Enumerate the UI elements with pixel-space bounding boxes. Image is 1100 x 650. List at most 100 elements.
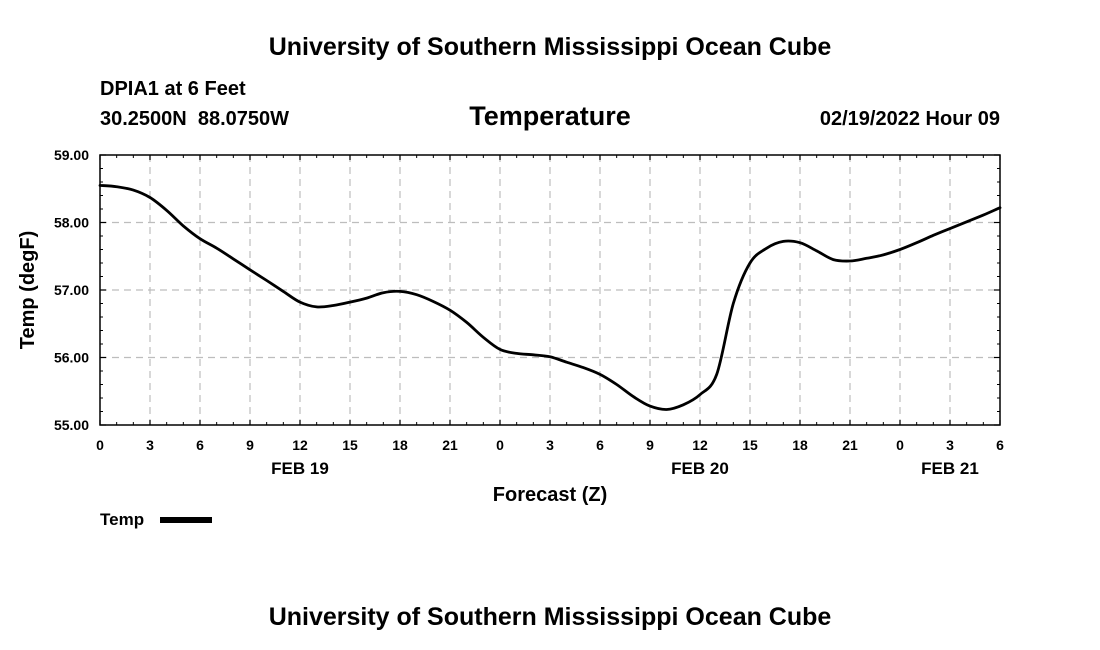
- data-point: [650, 406, 651, 407]
- x-tick-label: 3: [146, 437, 154, 453]
- x-tick-label: 9: [246, 437, 254, 453]
- data-point: [700, 394, 701, 395]
- x-tick-label: 6: [196, 437, 204, 453]
- data-point: [416, 294, 417, 295]
- data-point: [283, 291, 284, 292]
- data-point: [966, 221, 967, 222]
- date-label: FEB 20: [671, 459, 729, 478]
- x-tick-label: 9: [646, 437, 654, 453]
- data-point: [783, 241, 784, 242]
- x-tick-label: 15: [742, 437, 758, 453]
- data-point: [933, 235, 934, 236]
- x-tick-label: 6: [996, 437, 1004, 453]
- y-tick-label: 58.00: [54, 215, 89, 231]
- data-point: [183, 226, 184, 227]
- date-label: FEB 21: [921, 459, 979, 478]
- data-point: [100, 185, 101, 186]
- data-point: [800, 242, 801, 243]
- x-tick-label: 0: [96, 437, 104, 453]
- data-point: [766, 248, 767, 249]
- data-point: [116, 186, 117, 187]
- data-point: [150, 197, 151, 198]
- data-point: [166, 210, 167, 211]
- x-tick-label: 0: [896, 437, 904, 453]
- date-label: FEB 19: [271, 459, 329, 478]
- x-tick-label: 3: [946, 437, 954, 453]
- grid: [100, 155, 1000, 425]
- x-tick-labels: 0 3 6 9 12 15 18 21 0 3 6 9 12 15 18 21 0 3 6: [96, 437, 1004, 453]
- data-point: [383, 292, 384, 293]
- data-point: [816, 251, 817, 252]
- data-point: [566, 362, 567, 363]
- station-name: DPIA1 at 6 Feet: [100, 78, 246, 100]
- data-point: [916, 242, 917, 243]
- data-point: [200, 238, 201, 239]
- date-labels: FEB 19 FEB 20 FEB 21: [271, 459, 979, 478]
- data-point: [300, 302, 301, 303]
- data-point: [1000, 207, 1001, 208]
- x-tick-label: 12: [692, 437, 708, 453]
- data-point: [633, 396, 634, 397]
- x-tick-label: 0: [496, 437, 504, 453]
- y-axis-label: Temp (degF): [17, 231, 39, 350]
- chart-title: Temperature: [469, 101, 631, 131]
- data-point: [850, 261, 851, 262]
- data-point: [350, 302, 351, 303]
- data-point: [983, 215, 984, 216]
- y-tick-label: 57.00: [54, 282, 89, 298]
- data-point: [366, 298, 367, 299]
- data-point: [516, 353, 517, 354]
- data-point: [683, 404, 684, 405]
- data-point: [400, 291, 401, 292]
- y-tick-labels: 55.00 56.00 57.00 58.00 59.00: [54, 147, 89, 433]
- axis-ticks: [99, 154, 1001, 426]
- y-tick-label: 55.00: [54, 417, 89, 433]
- x-tick-label: 3: [546, 437, 554, 453]
- data-point: [733, 303, 734, 304]
- data-point: [550, 356, 551, 357]
- data-point: [900, 249, 901, 250]
- data-point: [233, 259, 234, 260]
- data-point: [600, 374, 601, 375]
- data-point: [583, 367, 584, 368]
- x-tick-label: 12: [292, 437, 308, 453]
- data-point: [950, 228, 951, 229]
- x-tick-label: 6: [596, 437, 604, 453]
- forecast-timestamp: 02/19/2022 Hour 09: [820, 108, 1000, 130]
- data-point: [666, 409, 667, 410]
- x-tick-label: 18: [792, 437, 808, 453]
- data-point: [533, 354, 534, 355]
- legend-label: Temp: [100, 510, 144, 529]
- data-point: [866, 258, 867, 259]
- data-point: [333, 305, 334, 306]
- data-point: [250, 269, 251, 270]
- series-group: [98, 184, 1002, 411]
- data-point: [450, 310, 451, 311]
- y-tick-label: 56.00: [54, 350, 89, 366]
- chart-header: University of Southern Mississippi Ocean…: [269, 33, 832, 61]
- data-point: [750, 263, 751, 264]
- data-point: [833, 259, 834, 260]
- data-point: [266, 280, 267, 281]
- data-point: [616, 384, 617, 385]
- station-coordinates: 30.2500N 88.0750W: [100, 108, 289, 130]
- chart-footer: University of Southern Mississippi Ocean…: [269, 603, 832, 631]
- data-point: [716, 374, 717, 375]
- data-point: [883, 255, 884, 256]
- series-line-temp: [98, 184, 1002, 411]
- x-tick-label: 15: [342, 437, 358, 453]
- data-point: [500, 349, 501, 350]
- data-point: [216, 248, 217, 249]
- x-tick-label: 21: [842, 437, 858, 453]
- x-tick-label: 21: [442, 437, 458, 453]
- data-point: [483, 337, 484, 338]
- y-tick-label: 59.00: [54, 147, 89, 163]
- data-point: [316, 307, 317, 308]
- data-point: [466, 322, 467, 323]
- x-axis-label: Forecast (Z): [493, 484, 607, 506]
- x-tick-label: 18: [392, 437, 408, 453]
- data-point: [133, 190, 134, 191]
- data-point: [433, 301, 434, 302]
- legend: Temp: [100, 510, 212, 529]
